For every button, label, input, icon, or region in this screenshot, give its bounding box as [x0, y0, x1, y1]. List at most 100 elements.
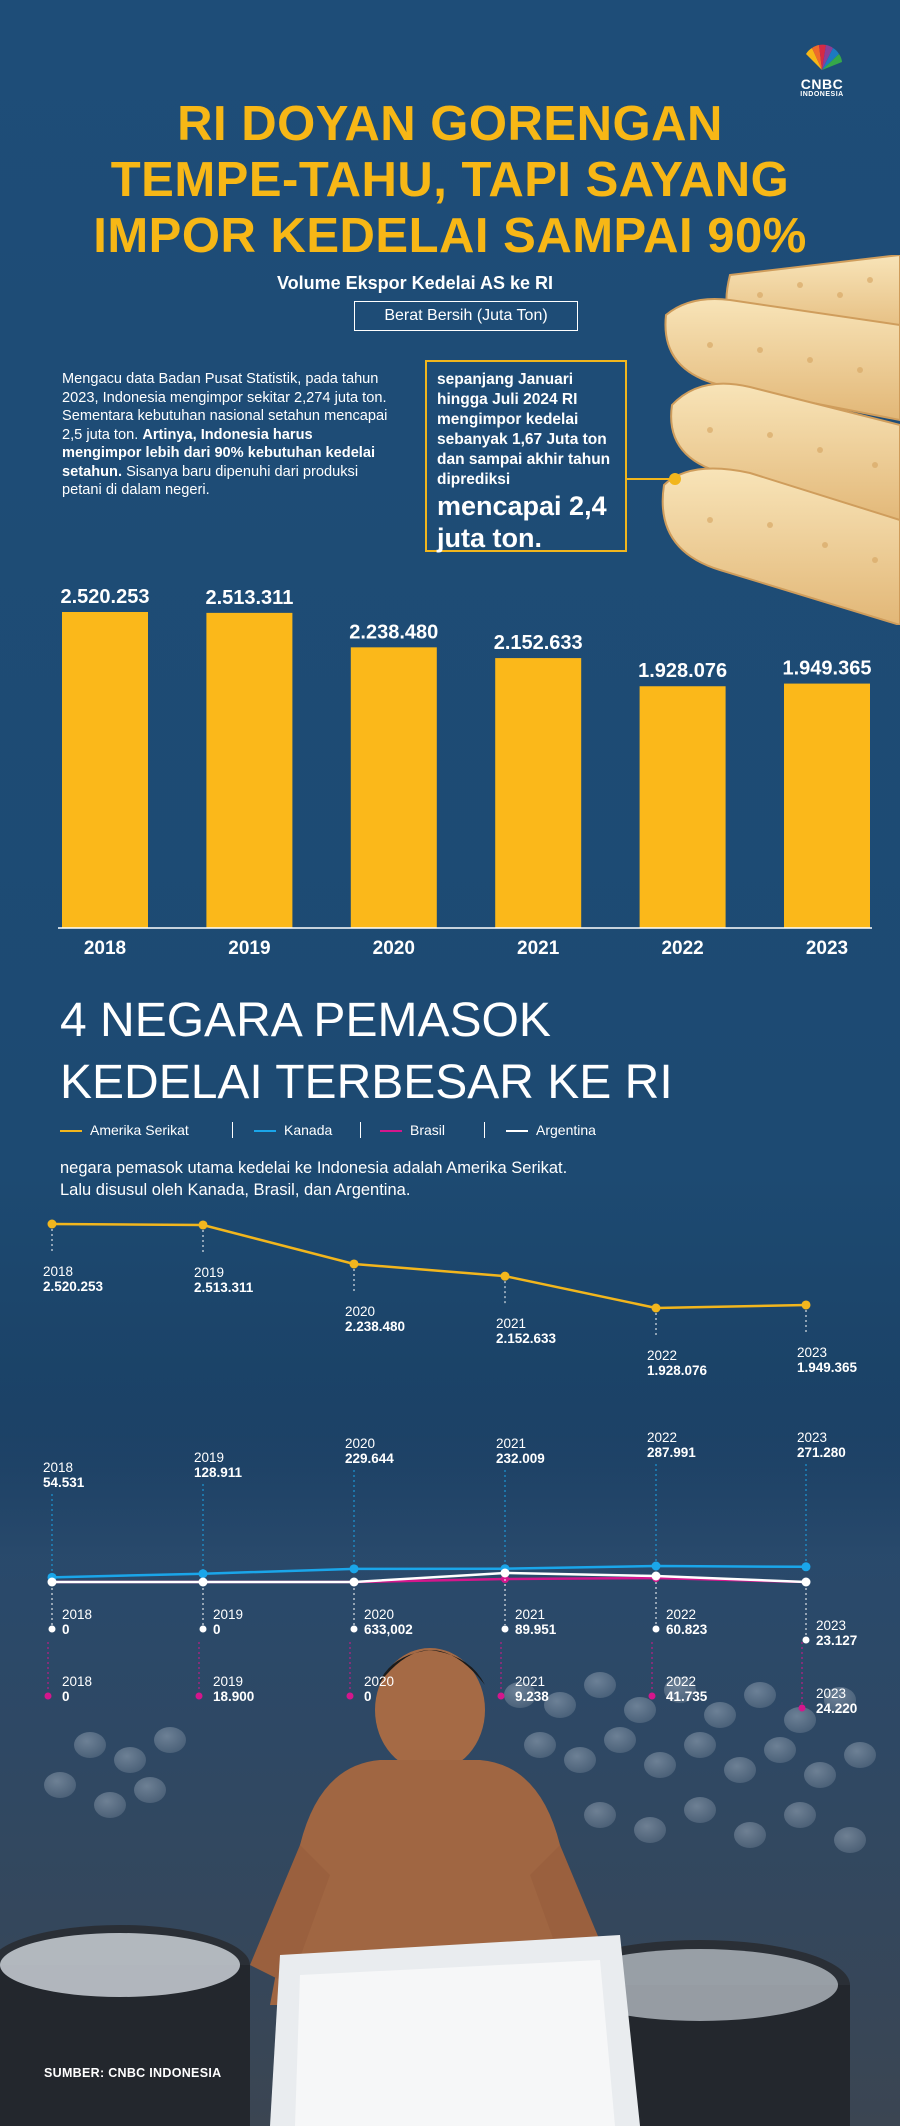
legend-item-argentina: Argentina — [506, 1120, 596, 1140]
label-brasil-2020: 2020 0 — [364, 1674, 394, 1704]
section-description: negara pemasok utama kedelai ke Indonesi… — [60, 1159, 568, 1199]
page-title: RI DOYAN GORENGAN TEMPE-TAHU, TAPI SAYAN… — [0, 96, 900, 264]
logo-text: CNBC — [800, 76, 844, 92]
section-title-line-1: 4 NEGARA PEMASOK — [60, 994, 551, 1047]
marker-brasil — [44, 1692, 52, 1700]
label-argentina-2023: 2023 23.127 — [816, 1618, 857, 1648]
callout-box: sepanjang Januari hingga Juli 2024 RI me… — [425, 360, 627, 553]
source-note: SUMBER: CNBC INDONESIA — [44, 2066, 222, 2080]
legend-label: Kanada — [284, 1122, 333, 1138]
line-argentina — [52, 1571, 807, 1584]
section-title: 4 NEGARA PEMASOK KEDELAI TERBESAR KE RI — [60, 990, 820, 1114]
label-brasil-2019: 2019 18.900 — [213, 1674, 254, 1704]
callout-text: sepanjang Januari hingga Juli 2024 RI me… — [437, 371, 611, 488]
callout-dot — [669, 473, 681, 485]
legend-swatch — [380, 1130, 402, 1133]
point-kanada-2020 — [349, 1564, 359, 1574]
intro-text-1: Mengacu data Badan Pusat Statistik, pada… — [62, 371, 388, 443]
label-amerika-serikat-2021: 2021 2.152.633 — [496, 1316, 557, 1346]
point-kanada-2023 — [801, 1562, 811, 1572]
intro-paragraph: Mengacu data Badan Pusat Statistik, pada… — [62, 370, 392, 500]
label-argentina-2021: 2021 89.951 — [515, 1607, 557, 1637]
line-amerika-serikat — [51, 1222, 807, 1310]
label-argentina-2020: 2020 633,002 — [364, 1607, 413, 1637]
bar-2021 — [495, 658, 582, 928]
legend-item-amerika-serikat: Amerika Serikat — [60, 1120, 189, 1140]
bar-category-label: 2023 — [806, 938, 848, 959]
legend-item-kanada: Kanada — [254, 1120, 332, 1140]
label-argentina-2019: 2019 0 — [213, 1607, 243, 1637]
label-kanada-2020: 2020 229.644 — [345, 1436, 394, 1466]
point-argentina-2023 — [801, 1577, 811, 1587]
legend-label: Argentina — [536, 1122, 596, 1138]
bar-2018 — [62, 612, 148, 928]
point-argentina-2019 — [198, 1577, 208, 1587]
bar-value-label: 2.238.480 — [349, 621, 438, 643]
bar-category-label: 2022 — [661, 938, 703, 959]
callout-connector — [627, 478, 675, 480]
cnbc-logo: CNBC INDONESIA — [792, 42, 852, 98]
marker-argentina — [802, 1636, 810, 1644]
label-kanada-2018: 2018 54.531 — [43, 1460, 85, 1490]
legend-separator — [360, 1122, 361, 1138]
line-kanada — [51, 1564, 807, 1579]
label-brasil-2018: 2018 0 — [62, 1674, 92, 1704]
marker-argentina — [652, 1625, 660, 1633]
marker-brasil — [798, 1704, 806, 1712]
title-line-3: IMPOR KEDELAI SAMPAI 90% — [93, 209, 807, 263]
label-brasil-2023: 2023 24.220 — [816, 1686, 857, 1716]
label-kanada-2019: 2019 128.911 — [194, 1450, 243, 1480]
bar-value-label: 1.928.076 — [638, 660, 727, 682]
label-argentina-2022: 2022 60.823 — [666, 1607, 708, 1637]
tempe-illustration — [661, 255, 900, 625]
point-amerika-serikat-2020 — [349, 1259, 359, 1269]
bar-value-label: 2.152.633 — [494, 632, 583, 654]
marker-brasil — [497, 1692, 505, 1700]
chart-subtitle: Volume Ekspor Kedelai AS ke RI — [276, 273, 554, 293]
bar-2023 — [784, 683, 870, 928]
point-argentina-2021 — [500, 1568, 510, 1578]
legend: Amerika Serikat Kanada Brasil Argentina — [60, 1120, 620, 1140]
marker-brasil — [648, 1692, 656, 1700]
callout-highlight: mencapai 2,4 juta ton. — [437, 491, 607, 553]
point-amerika-serikat-2018 — [47, 1219, 57, 1229]
label-kanada-2022: 2022 287.991 — [647, 1430, 696, 1460]
section-title-line-2: KEDELAI TERBESAR KE RI — [60, 1056, 673, 1109]
legend-separator — [232, 1122, 233, 1138]
bar-2019 — [206, 612, 293, 928]
intro-text-2: Sisanya baru dipenuhi dari produksi peta… — [62, 463, 359, 499]
point-amerika-serikat-2021 — [500, 1271, 510, 1281]
label-amerika-serikat-2020: 2020 2.238.480 — [345, 1304, 405, 1334]
bar-chart: 2.520.253 2018 2.513.311 2019 2.238.480 2020 2… — [58, 586, 872, 959]
line-chart-amerika-serikat: 2018 2.520.253 2019 2.513.311 2020 2.238.480 2… — [43, 1219, 858, 1378]
point-kanada-2022 — [651, 1561, 661, 1571]
legend-label: Brasil — [410, 1122, 446, 1138]
bar-value-label: 2.513.311 — [205, 587, 293, 609]
point-kanada-2019 — [198, 1569, 208, 1579]
legend-swatch — [60, 1130, 82, 1133]
bar-value-label: 1.949.365 — [783, 658, 872, 680]
peacock-icon — [806, 44, 842, 70]
point-argentina-2018 — [47, 1577, 57, 1587]
title-line-2: TEMPE-TAHU, TAPI SAYANG — [110, 153, 790, 207]
legend-label: Amerika Serikat — [90, 1122, 189, 1138]
title-line-1: RI DOYAN GORENGAN — [177, 97, 723, 151]
intro-bold: Artinya, Indonesia harus mengimpor lebih… — [62, 426, 376, 480]
legend-swatch — [254, 1130, 276, 1133]
marker-brasil — [346, 1692, 354, 1700]
label-brasil-2021: 2021 9.238 — [515, 1674, 549, 1704]
marker-argentina — [501, 1625, 509, 1633]
unit-label: Berat Bersih (Juta Ton) — [354, 301, 578, 331]
label-amerika-serikat-2023: 2023 1.949.365 — [797, 1345, 858, 1375]
label-brasil-2022: 2022 41.735 — [666, 1674, 708, 1704]
label-kanada-2021: 2021 232.009 — [496, 1436, 545, 1466]
label-kanada-2023: 2023 271.280 — [797, 1430, 846, 1460]
marker-brasil — [195, 1692, 203, 1700]
label-argentina-2018: 2018 0 — [62, 1607, 92, 1637]
label-amerika-serikat-2019: 2019 2.513.311 — [194, 1265, 254, 1295]
tofu-worker-photo — [0, 1365, 900, 2126]
bar-2022 — [639, 686, 726, 928]
bar-2020 — [350, 647, 437, 928]
bar-category-label: 2021 — [517, 938, 560, 959]
